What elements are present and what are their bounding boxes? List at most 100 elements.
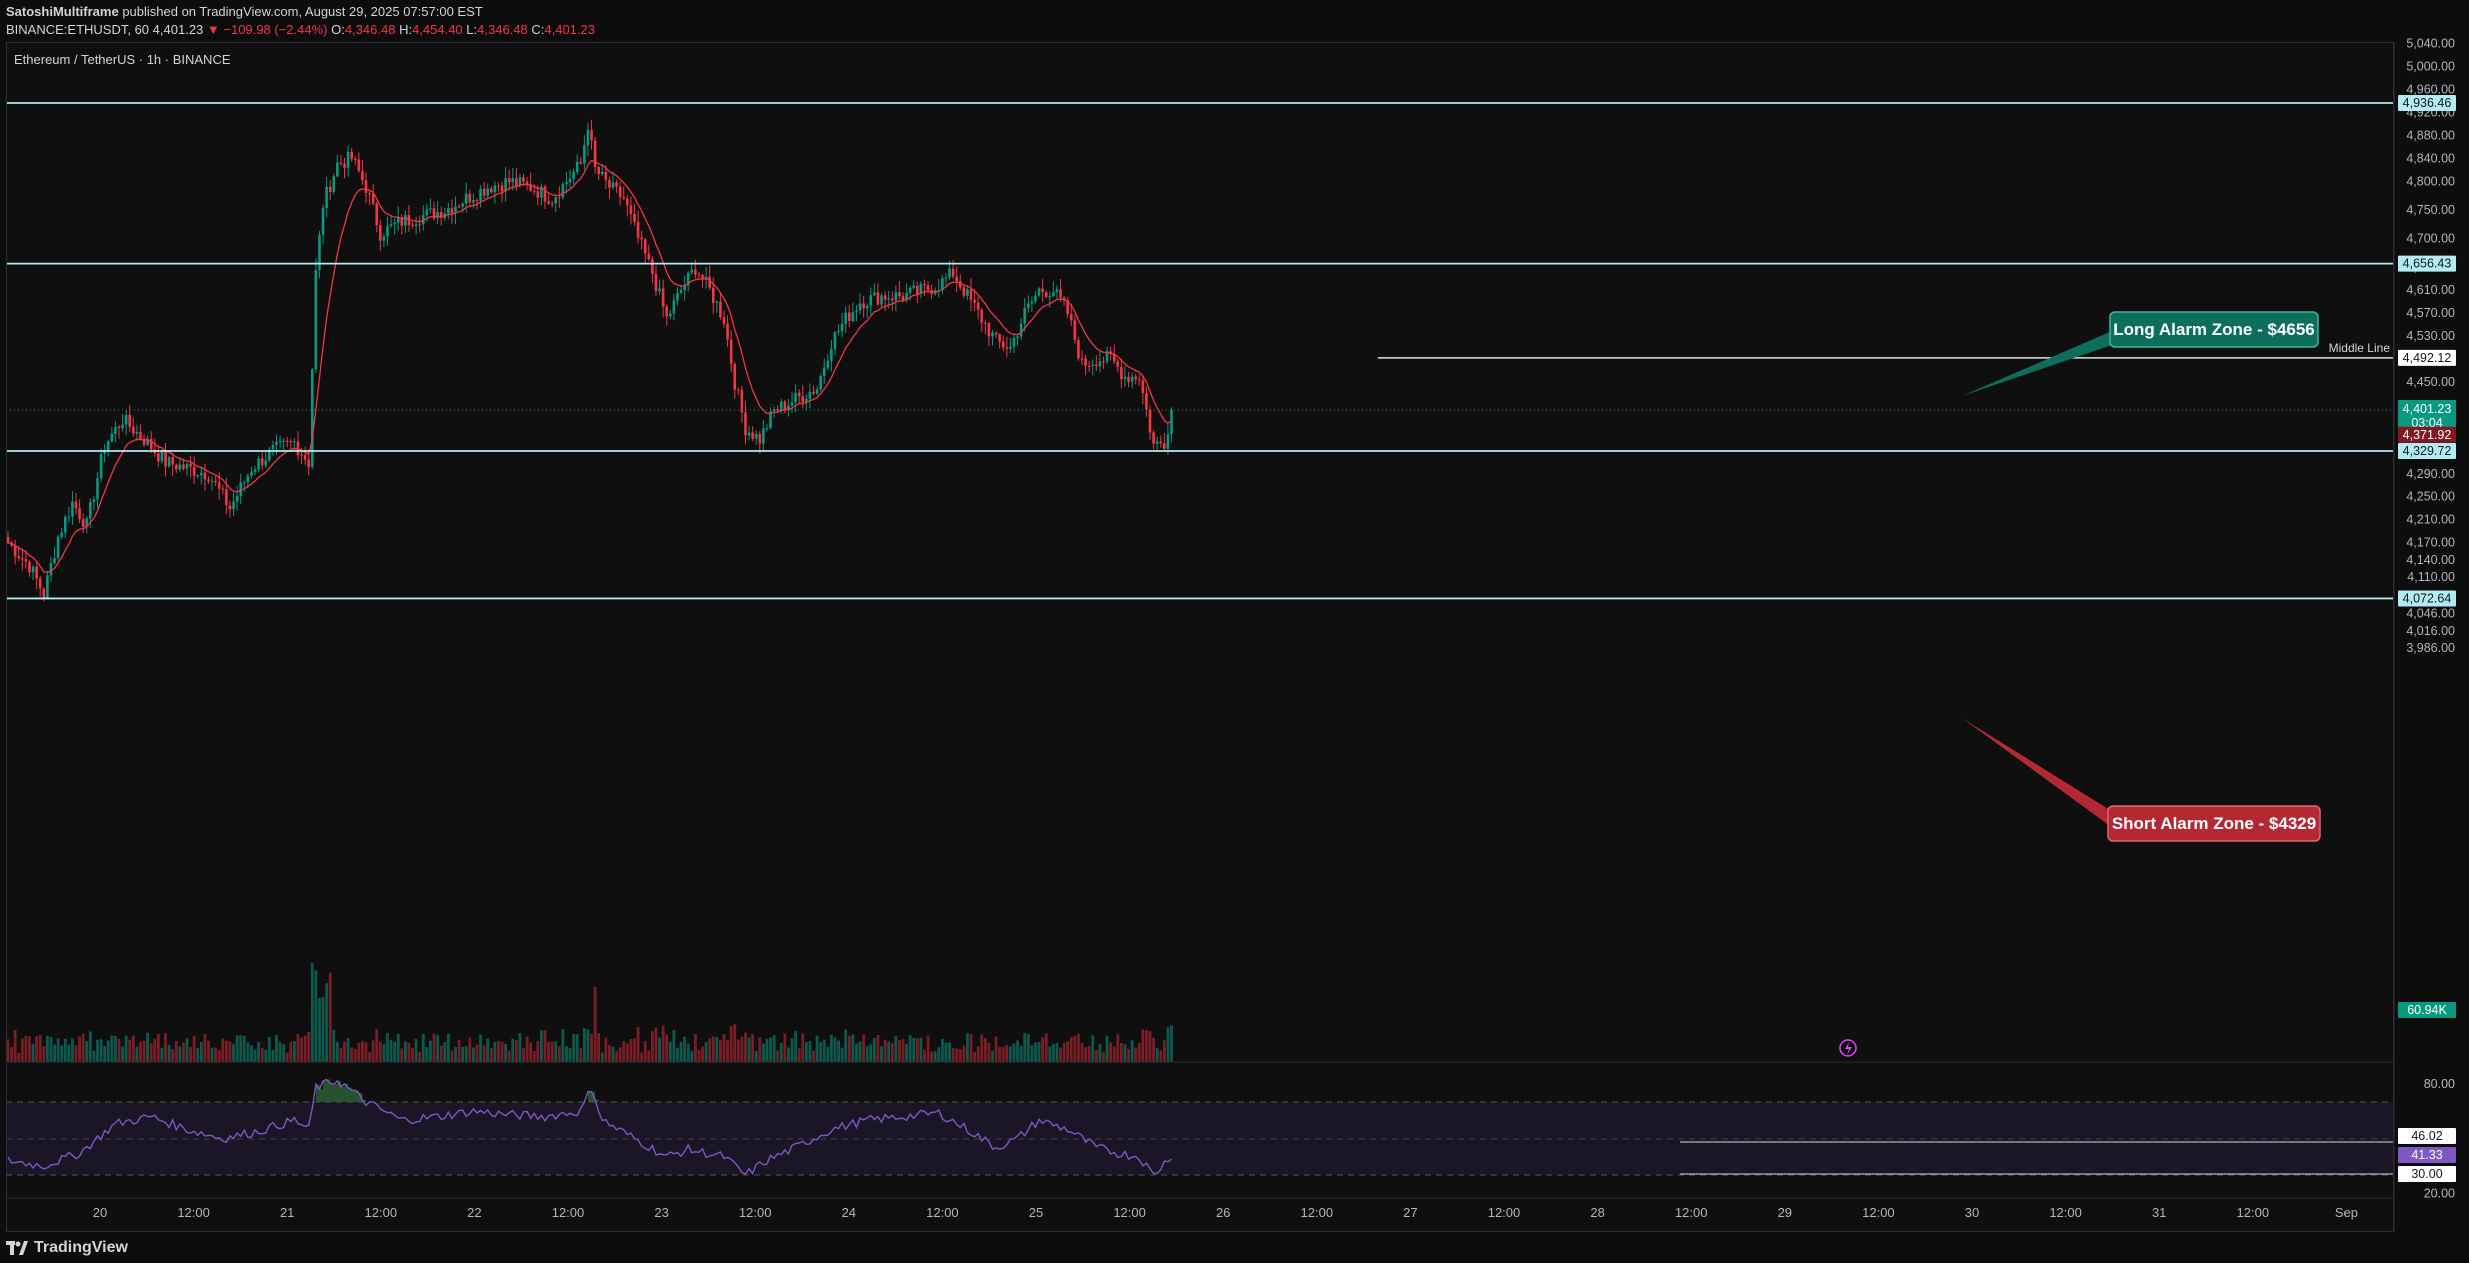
close-label: C: — [531, 22, 545, 37]
candle-body — [382, 236, 386, 241]
candle-body — [368, 193, 371, 195]
volume-bar — [482, 1045, 486, 1062]
candle-body — [235, 495, 239, 502]
time-tick: 30 — [1965, 1205, 1979, 1220]
volume-bar — [862, 1034, 866, 1062]
candle-body — [908, 287, 912, 293]
time-tick: 12:00 — [1488, 1205, 1521, 1220]
alert-icon[interactable] — [1839, 1039, 1857, 1057]
volume-bar — [1001, 1047, 1005, 1062]
candle-body — [880, 295, 883, 305]
volume-bar — [661, 1025, 665, 1062]
candle-body — [293, 441, 296, 443]
candle-body — [110, 433, 114, 442]
volume-bar — [457, 1039, 461, 1062]
author-name[interactable]: SatoshiMultiframe — [6, 4, 119, 19]
price-tick: 4,016.00 — [2406, 624, 2455, 638]
candle-body — [221, 488, 225, 490]
price-tick: 4,880.00 — [2406, 128, 2455, 142]
candle-body — [242, 482, 246, 484]
short-zone-callout[interactable] — [2107, 805, 2321, 842]
volume-bar — [797, 1047, 801, 1062]
candle-body — [432, 208, 436, 219]
candle-body — [608, 179, 611, 188]
time-scale[interactable]: 20 12:00 21 12:00 22 12:00 23 12:00 24 12:00 25 12:… — [6, 1197, 2394, 1220]
candle-body — [96, 478, 99, 500]
candle-body — [1120, 367, 1123, 380]
candle-body — [475, 200, 479, 202]
candle-body — [694, 269, 697, 275]
lightning-icon — [1845, 1042, 1852, 1055]
volume-bar — [565, 1046, 568, 1062]
candle-body — [1127, 376, 1130, 382]
volume-bar — [966, 1033, 969, 1062]
price-tick: 4,250.00 — [2406, 490, 2455, 504]
candle-body — [174, 464, 178, 470]
volume-bar — [221, 1038, 225, 1062]
volume-bar — [812, 1050, 815, 1062]
candle-body — [343, 163, 346, 168]
rsi-pane[interactable] — [6, 1061, 2394, 1176]
candle-body — [679, 290, 683, 293]
volume-bar — [99, 1039, 103, 1062]
long-zone-callout[interactable] — [2109, 311, 2319, 348]
volume-bar — [672, 1030, 676, 1062]
volume-bar — [948, 1042, 951, 1062]
volume-bar — [726, 1040, 729, 1062]
volume-bar — [1062, 1042, 1066, 1062]
volume-bar — [436, 1035, 439, 1062]
volume-bar — [242, 1035, 246, 1062]
rsi-line — [7, 1078, 1172, 1176]
price-tick: 4,110.00 — [2407, 570, 2455, 584]
candle-body — [1048, 296, 1052, 298]
candle-body — [905, 292, 908, 301]
long-zone-pointer[interactable] — [1962, 331, 2112, 396]
candle-body — [318, 234, 321, 271]
candle-body — [715, 301, 719, 303]
volume-bar — [1155, 1047, 1159, 1062]
volume-bar — [590, 1033, 593, 1062]
time-tick: 25 — [1029, 1205, 1043, 1220]
volume-bar — [178, 1046, 182, 1062]
candle-body — [106, 441, 110, 451]
volume-bar — [711, 1036, 715, 1062]
candle-body — [260, 458, 264, 466]
candle-body — [497, 185, 500, 187]
candle-body — [837, 331, 840, 333]
volume-bar — [339, 1047, 343, 1062]
candle-body — [192, 466, 196, 476]
short-zone-pointer[interactable] — [1962, 718, 2110, 826]
volume-bar — [92, 1050, 96, 1062]
candle-body — [726, 323, 729, 340]
volume-bar — [876, 1035, 880, 1062]
volume-bar — [987, 1042, 991, 1062]
volume-bar — [332, 1029, 336, 1062]
volume-bar — [414, 1039, 418, 1062]
open-label: O: — [331, 22, 345, 37]
volume-bar — [386, 1033, 389, 1062]
price-scale[interactable]: 5,040.005,000.004,960.004,920.004,880.00… — [2393, 37, 2455, 1232]
volume-bar — [679, 1041, 683, 1062]
volume-bar — [1148, 1031, 1152, 1062]
volume-bar — [443, 1042, 447, 1062]
candle-body — [851, 311, 855, 321]
volume-bar — [267, 1036, 271, 1062]
volume-bar — [536, 1040, 540, 1062]
volume-bar — [293, 1041, 296, 1062]
candle-body — [278, 441, 282, 443]
candle-body — [919, 284, 923, 295]
candle-body — [132, 426, 135, 434]
price-tick: 4,290.00 — [2406, 467, 2455, 481]
volume-bar — [1152, 1037, 1155, 1062]
volume-bar — [189, 1046, 192, 1062]
rsi-badge-30 — [2398, 1166, 2456, 1182]
volume-bar — [511, 1038, 515, 1062]
candle-body — [1148, 409, 1152, 433]
candle-body — [1044, 292, 1048, 297]
volume-bar — [35, 1036, 39, 1062]
volume-bar — [633, 1038, 636, 1062]
candle-body — [669, 313, 672, 317]
volume-bar — [1077, 1033, 1080, 1062]
volume-bar — [1034, 1042, 1037, 1062]
